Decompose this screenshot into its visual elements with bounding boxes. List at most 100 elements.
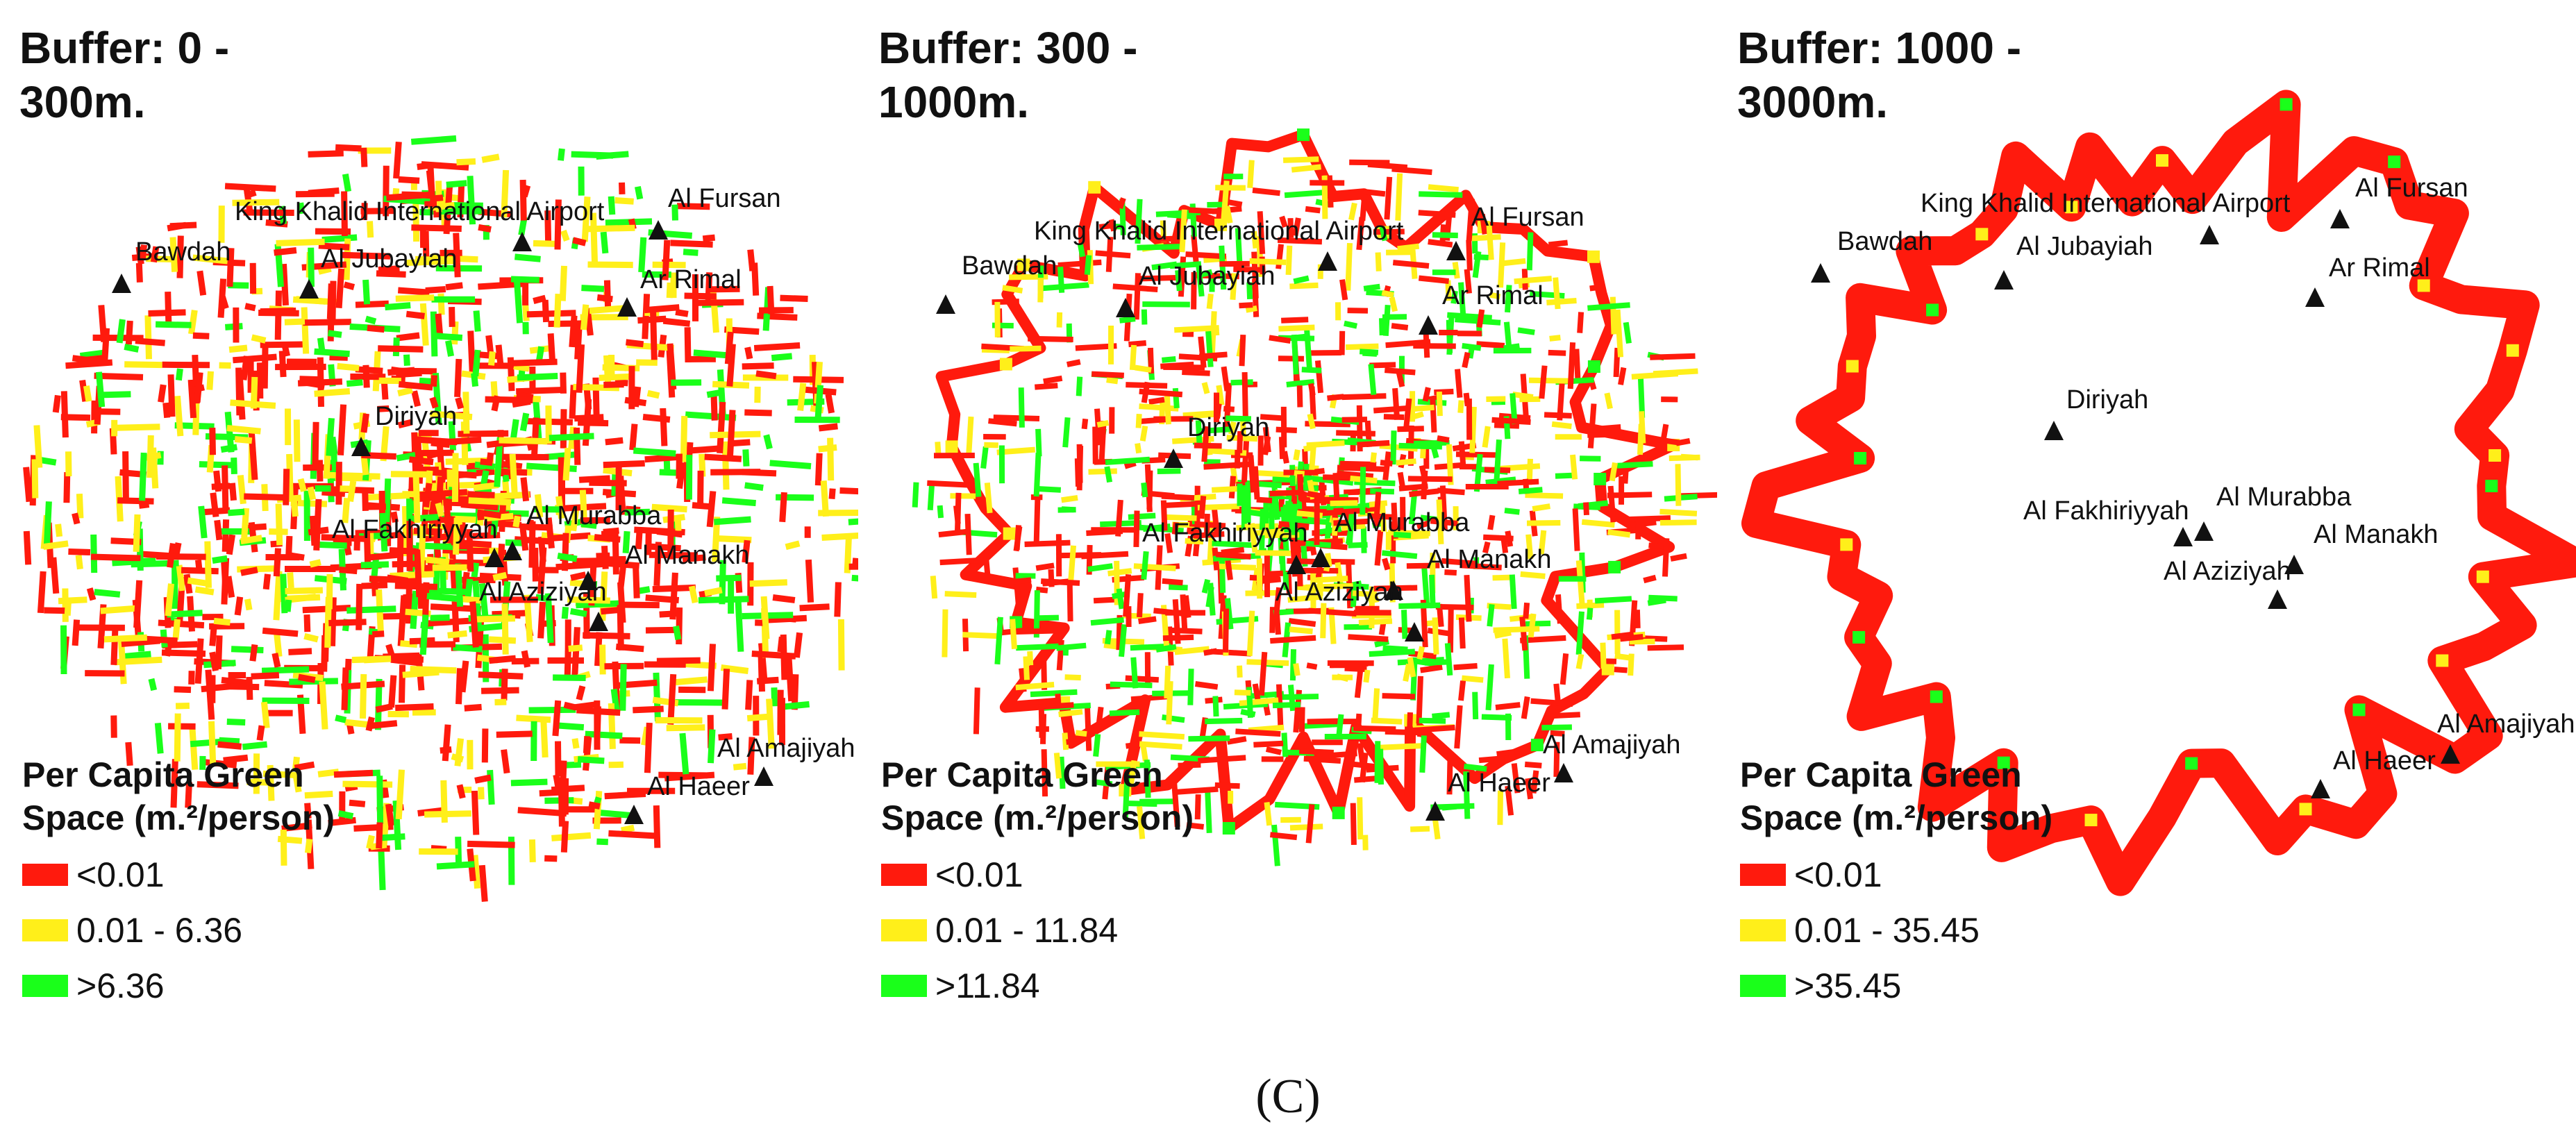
road-segment (1502, 638, 1510, 679)
panel-title: Buffer: 0 - 300m. (19, 23, 230, 127)
road-segment (634, 185, 644, 200)
road-segment (1541, 724, 1572, 731)
road-segment (91, 400, 98, 434)
road-segment (430, 410, 473, 421)
road-segment (560, 229, 570, 242)
road-segment (326, 573, 333, 610)
road-segment (110, 626, 119, 665)
road-segment (1460, 562, 1502, 571)
road-segment (419, 614, 429, 655)
road-segment (562, 447, 571, 481)
road-segment (1129, 344, 1137, 371)
road-segment (1314, 360, 1324, 394)
road-segment (342, 251, 391, 260)
road-segment (1437, 435, 1450, 443)
road-segment (633, 705, 664, 714)
road-segment (1491, 399, 1505, 405)
road-segment (1262, 436, 1271, 455)
road-segment (474, 774, 492, 784)
road-segment (1211, 485, 1239, 493)
road-segment (1505, 785, 1514, 816)
road-segment (1067, 579, 1073, 622)
road-segment (1647, 644, 1684, 651)
road-segment (1198, 496, 1207, 519)
road-segment (516, 386, 567, 395)
legend-label: <0.01 (935, 855, 1023, 894)
road-segment (23, 530, 32, 565)
road-segment (1520, 571, 1546, 579)
road-segment (1209, 311, 1217, 356)
road-segment (468, 497, 512, 506)
road-segment (1308, 607, 1357, 617)
road-segment (1169, 261, 1202, 269)
road-segment (726, 344, 736, 387)
road-segment (771, 687, 778, 707)
road-segment (1385, 339, 1431, 349)
road-segment (321, 234, 358, 243)
road-segment (1374, 639, 1390, 648)
road-segment (744, 346, 753, 360)
road-segment (1247, 160, 1255, 189)
road-segment (355, 300, 389, 308)
road-segment (297, 478, 307, 492)
road-segment (454, 738, 465, 766)
road-segment (1139, 731, 1185, 740)
road-segment (511, 657, 540, 665)
road-segment (1279, 215, 1288, 228)
road-segment (1307, 413, 1316, 430)
road-segment (1491, 417, 1531, 425)
road-segment (571, 738, 580, 749)
road-segment (1133, 563, 1176, 571)
road-segment (581, 285, 605, 292)
road-segment (1375, 252, 1382, 271)
road-segment (121, 651, 151, 660)
road-segment (644, 304, 680, 314)
road-segment (1146, 470, 1153, 510)
road-segment (721, 497, 756, 507)
road-segment (244, 303, 256, 312)
road-segment (335, 462, 342, 505)
place-label: Ar Rimal (2329, 253, 2430, 283)
road-segment (1137, 593, 1144, 618)
road-segment (396, 451, 416, 462)
road-segment (1227, 199, 1243, 208)
road-segment (1505, 285, 1512, 313)
road-segment (1430, 396, 1437, 433)
road-segment (1010, 619, 1017, 649)
road-segment (964, 513, 972, 555)
road-segment (319, 542, 347, 549)
road-segment (1035, 586, 1048, 594)
road-segment (1128, 512, 1156, 520)
road-segment (1662, 538, 1670, 577)
legend-item-high: >35.45 (1740, 966, 2052, 1006)
road-segment (250, 376, 258, 409)
place-label: Al Aziziyah (479, 578, 607, 607)
road-segment (1269, 607, 1276, 633)
road-segment (501, 749, 510, 774)
road-segment (396, 332, 420, 342)
road-segment (1246, 610, 1255, 657)
road-segment (756, 676, 779, 685)
road-segment (984, 442, 998, 449)
legend-swatch-green (22, 975, 68, 997)
place-marker-triangle (1554, 763, 1573, 782)
road-segment (234, 436, 253, 444)
place-marker-triangle (1425, 801, 1445, 821)
road-segment (1301, 367, 1322, 374)
road-segment (1033, 497, 1041, 545)
road-segment (285, 535, 293, 557)
road-segment (1109, 709, 1140, 716)
place-label: Al Murabba (1335, 508, 1470, 537)
road-segment (174, 395, 184, 437)
road-segment (1489, 292, 1501, 300)
road-segment (467, 840, 515, 848)
road-segment (55, 523, 63, 537)
road-segment (269, 528, 288, 535)
road-segment (1352, 590, 1378, 598)
road-segment (1117, 197, 1126, 210)
road-segment (839, 487, 858, 495)
road-segment (135, 262, 143, 283)
road-segment (199, 461, 233, 469)
road-segment (317, 265, 332, 275)
place-marker-triangle (1994, 270, 2014, 290)
